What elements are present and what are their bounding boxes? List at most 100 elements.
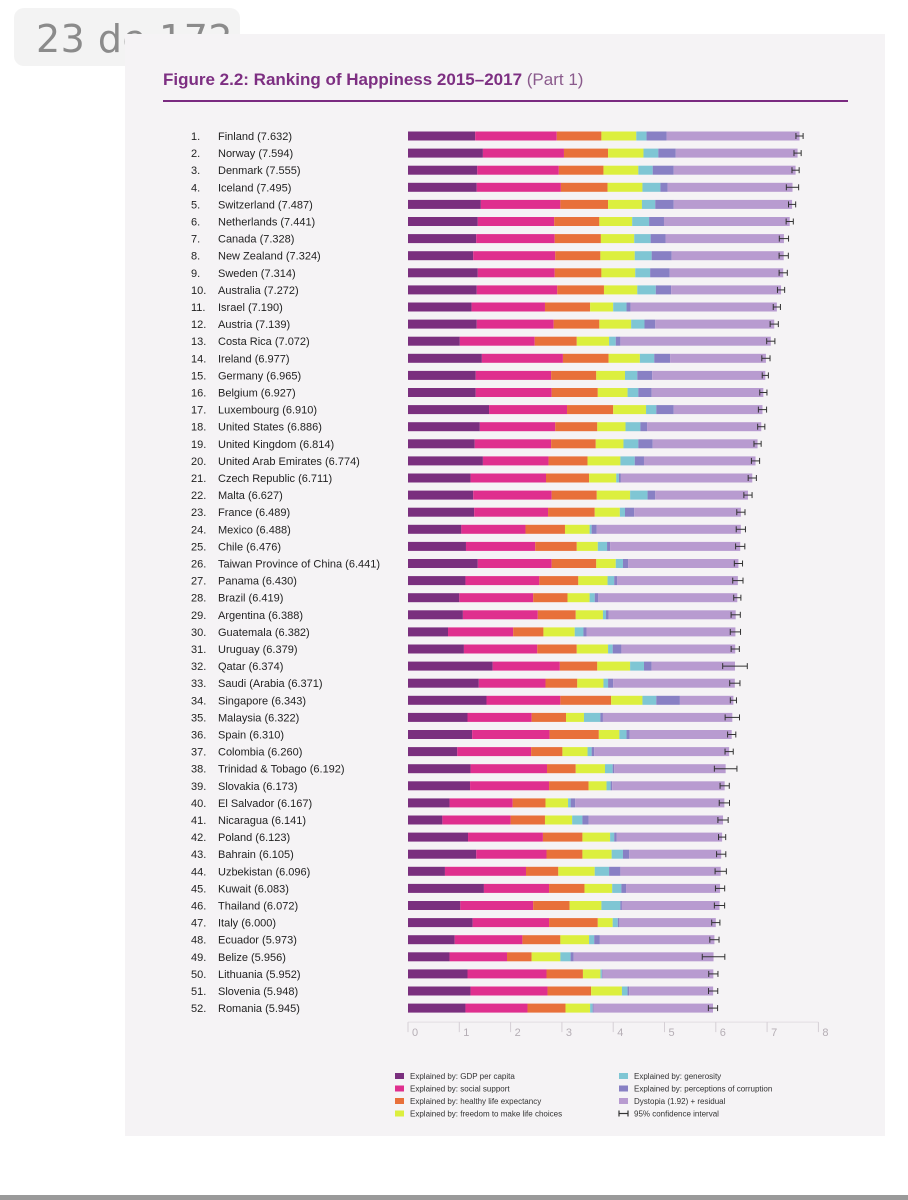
- bar-segment-health: [525, 866, 559, 876]
- bar-segment-corruption: [606, 610, 609, 620]
- rank-number: 29.: [191, 610, 206, 622]
- bar-segment-social: [457, 747, 532, 757]
- bar-segment-corruption: [640, 422, 648, 432]
- bar-segment-health: [555, 422, 598, 432]
- bar-segment-gdp: [408, 541, 466, 551]
- bar-segment-freedom: [596, 559, 616, 568]
- bar-segment-health: [546, 969, 583, 979]
- bar-segment-social: [486, 695, 561, 705]
- country-label: Denmark (7.555): [218, 165, 301, 177]
- country-label: Belize (5.956): [218, 952, 286, 964]
- bar-segment-freedom: [582, 969, 601, 979]
- bar-segment-dystopia: [647, 422, 762, 432]
- bar-segment-corruption: [650, 268, 670, 278]
- bar-segment-dystopia: [634, 507, 741, 517]
- rank-number: 36.: [191, 730, 206, 742]
- bar-segment-gdp: [408, 319, 477, 329]
- bar-segment-gdp: [408, 935, 455, 945]
- bar-segment-corruption: [656, 695, 680, 705]
- bar-segment-social: [472, 730, 550, 739]
- bar-segment-social: [492, 661, 560, 671]
- bar-segment-generosity: [594, 866, 610, 876]
- bar-segment-corruption: [592, 1003, 594, 1013]
- bar-segment-corruption: [651, 251, 672, 261]
- bar-segment-corruption: [658, 148, 676, 158]
- bar-segment-social: [473, 251, 556, 261]
- bar-segment-generosity: [616, 473, 619, 483]
- bar-segment-social: [476, 285, 558, 295]
- bar-segment-dystopia: [673, 199, 793, 209]
- bar-segment-gdp: [408, 353, 482, 363]
- bar-segment-freedom: [569, 901, 602, 910]
- country-label: United Kingdom (6.814): [218, 439, 334, 451]
- bar-segment-social: [442, 815, 511, 825]
- bar-segment-freedom: [611, 695, 643, 705]
- bar-segment-social: [459, 593, 534, 603]
- bar-segment-social: [475, 370, 552, 380]
- bar-segment-dystopia: [652, 439, 758, 449]
- bar-segment-health: [548, 456, 588, 466]
- bar-segment-dystopia: [675, 148, 798, 158]
- bar-segment-social: [448, 627, 514, 637]
- bar-segment-health: [560, 695, 612, 705]
- rank-number: 27.: [191, 576, 206, 588]
- bar-segment-dystopia: [621, 901, 720, 910]
- bar-segment-health: [549, 730, 599, 739]
- bar-segment-corruption: [652, 165, 674, 175]
- bar-segment-dystopia: [679, 695, 734, 705]
- bar-segment-corruption: [594, 935, 600, 945]
- bar-segment-corruption: [615, 336, 621, 346]
- country-label: Guatemala (6.382): [218, 627, 310, 639]
- rank-number: 33.: [191, 678, 206, 690]
- bar-segment-generosity: [574, 627, 584, 637]
- bar-segment-social: [481, 353, 563, 363]
- bar-segment-corruption: [612, 764, 615, 774]
- bar-segment-social: [474, 507, 549, 517]
- bar-segment-social: [477, 217, 555, 226]
- bar-segment-generosity: [638, 165, 653, 175]
- rank-number: 28.: [191, 593, 206, 605]
- x-tick-label: 5: [669, 1027, 675, 1039]
- bar-segment-generosity: [604, 764, 613, 774]
- bar-segment-corruption: [570, 952, 574, 962]
- bar-segment-health: [539, 576, 579, 586]
- bar-segment-health: [545, 678, 578, 688]
- bar-segment-generosity: [572, 815, 583, 825]
- bar-segment-gdp: [408, 473, 471, 483]
- bar-segment-corruption: [591, 524, 597, 534]
- bar-segment-health: [549, 918, 598, 928]
- country-label: Spain (6.310): [218, 730, 284, 742]
- bar-segment-generosity: [568, 798, 571, 808]
- bar-segment-freedom: [564, 524, 590, 534]
- bar-segment-generosity: [642, 182, 661, 192]
- bar-segment-dystopia: [651, 661, 735, 671]
- bar-segment-health: [567, 405, 614, 415]
- bar-segment-social: [454, 935, 523, 945]
- country-label: Malaysia (6.322): [218, 712, 299, 724]
- bar-segment-gdp: [408, 268, 478, 278]
- legend-swatch-health: [395, 1098, 404, 1104]
- bar-segment-social: [465, 576, 540, 586]
- bar-segment-corruption: [617, 918, 620, 928]
- bar-segment-freedom: [597, 388, 628, 397]
- bar-segment-health: [522, 935, 561, 945]
- bar-segment-dystopia: [651, 388, 764, 397]
- bar-segment-corruption: [594, 593, 599, 603]
- bar-segment-health: [533, 593, 568, 603]
- bar-segment-gdp: [408, 849, 477, 859]
- bar-segment-health: [558, 165, 604, 175]
- bar-segment-social: [449, 798, 513, 808]
- bar-segment-health: [560, 182, 608, 192]
- bar-segment-social: [471, 302, 545, 312]
- bar-segment-corruption: [626, 302, 631, 312]
- bar-segment-gdp: [408, 388, 476, 397]
- country-label: Singapore (6.343): [218, 695, 306, 707]
- rank-number: 11.: [191, 302, 205, 314]
- bar-segment-dystopia: [620, 336, 771, 346]
- country-label: Finland (7.632): [218, 131, 292, 143]
- bottom-scroll-bar[interactable]: [0, 1195, 908, 1200]
- bar-segment-corruption: [582, 815, 589, 825]
- rank-number: 19.: [191, 439, 206, 451]
- bar-segment-gdp: [408, 781, 471, 791]
- bar-segment-health: [542, 832, 583, 842]
